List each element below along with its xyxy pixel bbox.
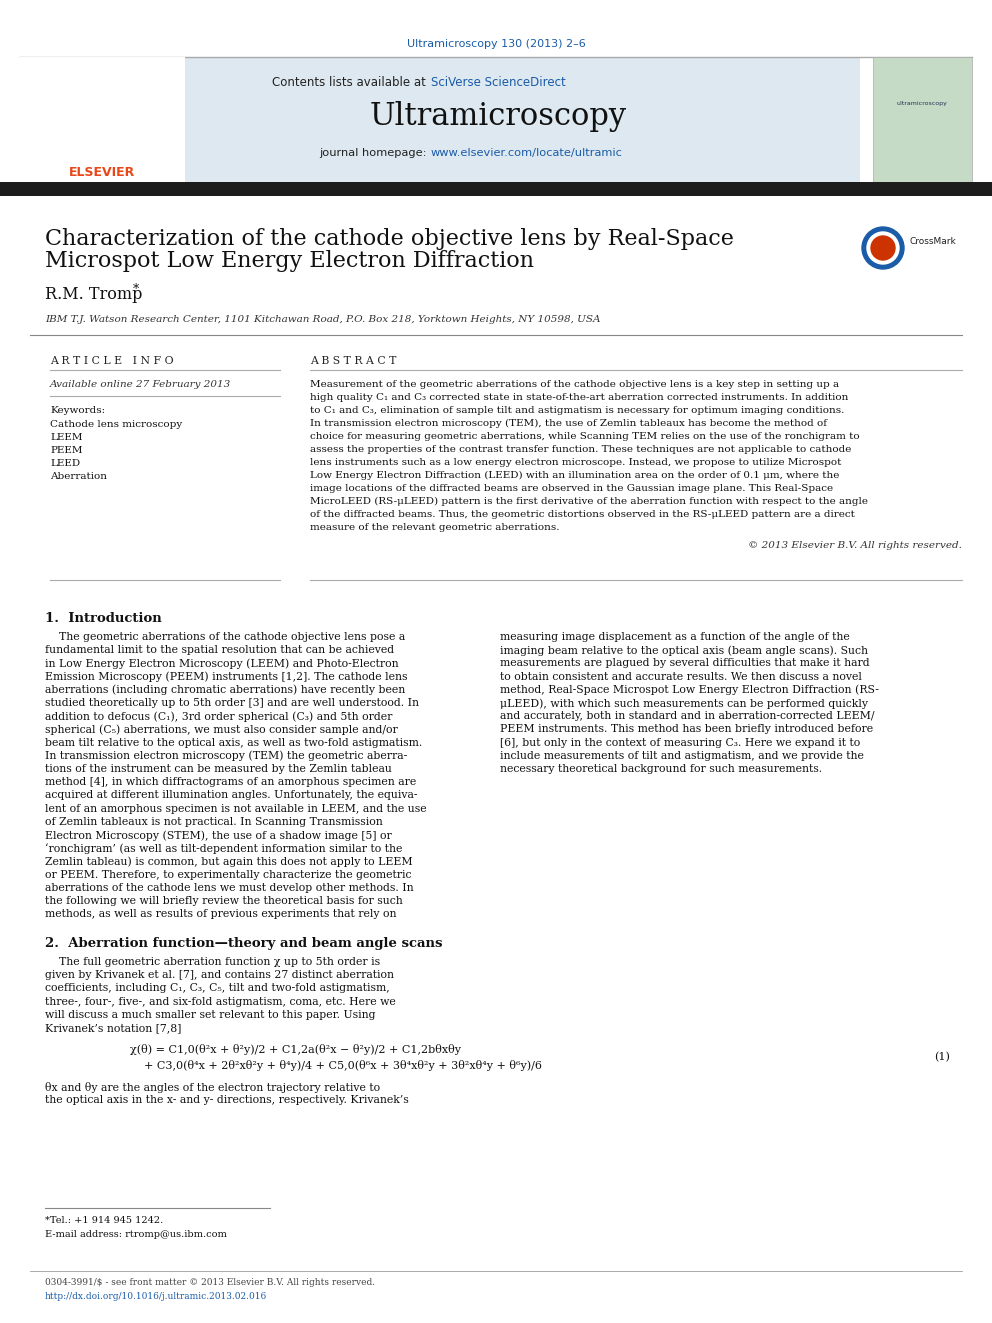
Text: high quality C₁ and C₃ corrected state in state-of-the-art aberration corrected : high quality C₁ and C₃ corrected state i… (310, 393, 848, 402)
Text: 2.  Aberration function—theory and beam angle scans: 2. Aberration function—theory and beam a… (45, 937, 442, 950)
Text: tions of the instrument can be measured by the Zemlin tableau: tions of the instrument can be measured … (45, 763, 392, 774)
Text: the optical axis in the x- and y- directions, respectively. Krivanek’s: the optical axis in the x- and y- direct… (45, 1095, 409, 1106)
Text: methods, as well as results of previous experiments that rely on: methods, as well as results of previous … (45, 909, 397, 919)
Text: LEED: LEED (50, 459, 80, 468)
Text: © 2013 Elsevier B.V. All rights reserved.: © 2013 Elsevier B.V. All rights reserved… (748, 541, 962, 550)
Text: Electron Microscopy (STEM), the use of a shadow image [5] or: Electron Microscopy (STEM), the use of a… (45, 830, 392, 840)
Text: 0304-3991/$ - see front matter © 2013 Elsevier B.V. All rights reserved.: 0304-3991/$ - see front matter © 2013 El… (45, 1278, 375, 1287)
Text: journal homepage:: journal homepage: (318, 148, 430, 157)
Text: Keywords:: Keywords: (50, 406, 105, 415)
Text: fundamental limit to the spatial resolution that can be achieved: fundamental limit to the spatial resolut… (45, 646, 394, 655)
Text: given by Krivanek et al. [7], and contains 27 distinct aberration: given by Krivanek et al. [7], and contai… (45, 970, 394, 980)
Circle shape (867, 232, 899, 265)
Text: of Zemlin tableaux is not practical. In Scanning Transmission: of Zemlin tableaux is not practical. In … (45, 816, 383, 827)
Text: assess the properties of the contrast transfer function. These techniques are no: assess the properties of the contrast tr… (310, 445, 851, 454)
Bar (20, 57, 185, 183)
Text: *: * (133, 283, 139, 296)
Text: studied theoretically up to 5th order [3] and are well understood. In: studied theoretically up to 5th order [3… (45, 699, 419, 708)
Text: E-mail address: rtromp@us.ibm.com: E-mail address: rtromp@us.ibm.com (45, 1230, 227, 1240)
Text: imaging beam relative to the optical axis (beam angle scans). Such: imaging beam relative to the optical axi… (500, 646, 868, 656)
Text: In transmission electron microscopy (TEM), the use of Zemlin tableaux has become: In transmission electron microscopy (TEM… (310, 419, 827, 429)
Text: necessary theoretical background for such measurements.: necessary theoretical background for suc… (500, 763, 822, 774)
Text: lent of an amorphous specimen is not available in LEEM, and the use: lent of an amorphous specimen is not ava… (45, 803, 427, 814)
Text: www.elsevier.com/locate/ultramic: www.elsevier.com/locate/ultramic (431, 148, 623, 157)
Text: MicroLEED (RS-μLEED) pattern is the first derivative of the aberration function : MicroLEED (RS-μLEED) pattern is the firs… (310, 497, 868, 507)
Text: The geometric aberrations of the cathode objective lens pose a: The geometric aberrations of the cathode… (45, 632, 406, 642)
Text: θx and θy are the angles of the electron trajectory relative to: θx and θy are the angles of the electron… (45, 1082, 380, 1093)
Text: A R T I C L E   I N F O: A R T I C L E I N F O (50, 356, 174, 366)
Text: three-, four-, five-, and six-fold astigmatism, coma, etc. Here we: three-, four-, five-, and six-fold astig… (45, 996, 396, 1007)
Text: Characterization of the cathode objective lens by Real-Space: Characterization of the cathode objectiv… (45, 228, 734, 250)
Text: *Tel.: +1 914 945 1242.: *Tel.: +1 914 945 1242. (45, 1216, 164, 1225)
Text: Ultramicroscopy 130 (2013) 2–6: Ultramicroscopy 130 (2013) 2–6 (407, 38, 585, 49)
Text: coefficients, including C₁, C₃, C₅, tilt and two-fold astigmatism,: coefficients, including C₁, C₃, C₅, tilt… (45, 983, 390, 994)
Text: SciVerse ScienceDirect: SciVerse ScienceDirect (431, 77, 565, 90)
Text: ultramicroscopy: ultramicroscopy (897, 101, 947, 106)
Text: Krivanek’s notation [7,8]: Krivanek’s notation [7,8] (45, 1023, 182, 1033)
Text: to C₁ and C₃, elimination of sample tilt and astigmatism is necessary for optimu: to C₁ and C₃, elimination of sample tilt… (310, 406, 844, 415)
Text: Available online 27 February 2013: Available online 27 February 2013 (50, 380, 231, 389)
Text: aberrations of the cathode lens we must develop other methods. In: aberrations of the cathode lens we must … (45, 882, 414, 893)
Text: ELSEVIER: ELSEVIER (68, 165, 135, 179)
Text: Aberration: Aberration (50, 472, 107, 482)
Text: IBM T.J. Watson Research Center, 1101 Kitchawan Road, P.O. Box 218, Yorktown Hei: IBM T.J. Watson Research Center, 1101 Ki… (45, 315, 600, 324)
Text: will discuss a much smaller set relevant to this paper. Using: will discuss a much smaller set relevant… (45, 1009, 376, 1020)
Text: measurements are plagued by several difficulties that make it hard: measurements are plagued by several diff… (500, 659, 870, 668)
Bar (873, 57, 972, 183)
Text: in Low Energy Electron Microscopy (LEEM) and Photo-Electron: in Low Energy Electron Microscopy (LEEM)… (45, 659, 399, 669)
Text: 1.  Introduction: 1. Introduction (45, 613, 162, 624)
Text: image locations of the diffracted beams are observed in the Gaussian image plane: image locations of the diffracted beams … (310, 484, 833, 493)
Text: measuring image displacement as a function of the angle of the: measuring image displacement as a functi… (500, 632, 850, 642)
Circle shape (862, 228, 904, 269)
Text: or PEEM. Therefore, to experimentally characterize the geometric: or PEEM. Therefore, to experimentally ch… (45, 869, 412, 880)
Text: + C3,0(θ⁴x + 2θ²xθ²y + θ⁴y)/4 + C5,0(θ⁶x + 3θ⁴xθ²y + 3θ²xθ⁴y + θ⁶y)/6: + C3,0(θ⁴x + 2θ²xθ²y + θ⁴y)/4 + C5,0(θ⁶x… (130, 1060, 542, 1072)
Text: A B S T R A C T: A B S T R A C T (310, 356, 397, 366)
Text: Ultramicroscopy: Ultramicroscopy (369, 102, 627, 132)
Text: addition to defocus (C₁), 3rd order spherical (C₃) and 5th order: addition to defocus (C₁), 3rd order sphe… (45, 712, 393, 722)
Text: acquired at different illumination angles. Unfortunately, the equiva-: acquired at different illumination angle… (45, 790, 418, 800)
Circle shape (871, 235, 895, 261)
Text: the following we will briefly review the theoretical basis for such: the following we will briefly review the… (45, 896, 403, 906)
Text: PEEM instruments. This method has been briefly introduced before: PEEM instruments. This method has been b… (500, 725, 873, 734)
Text: spherical (C₅) aberrations, we must also consider sample and/or: spherical (C₅) aberrations, we must also… (45, 725, 398, 736)
Text: Zemlin tableau) is common, but again this does not apply to LEEM: Zemlin tableau) is common, but again thi… (45, 856, 413, 867)
Text: and accurately, both in standard and in aberration-corrected LEEM/: and accurately, both in standard and in … (500, 712, 875, 721)
Text: beam tilt relative to the optical axis, as well as two-fold astigmatism.: beam tilt relative to the optical axis, … (45, 738, 423, 747)
Text: Emission Microscopy (PEEM) instruments [1,2]. The cathode lens: Emission Microscopy (PEEM) instruments [… (45, 672, 408, 683)
Text: to obtain consistent and accurate results. We then discuss a novel: to obtain consistent and accurate result… (500, 672, 862, 681)
Text: Cathode lens microscopy: Cathode lens microscopy (50, 419, 183, 429)
Text: lens instruments such as a low energy electron microscope. Instead, we propose t: lens instruments such as a low energy el… (310, 458, 841, 467)
Text: method, Real-Space Microspot Low Energy Electron Diffraction (RS-: method, Real-Space Microspot Low Energy … (500, 685, 879, 696)
Text: R.M. Tromp: R.M. Tromp (45, 286, 143, 303)
Text: The full geometric aberration function χ up to 5th order is: The full geometric aberration function χ… (45, 957, 380, 967)
Text: Microspot Low Energy Electron Diffraction: Microspot Low Energy Electron Diffractio… (45, 250, 534, 273)
Text: In transmission electron microscopy (TEM) the geometric aberra-: In transmission electron microscopy (TEM… (45, 750, 408, 761)
Text: LEEM: LEEM (50, 433, 82, 442)
Text: Contents lists available at: Contents lists available at (273, 77, 430, 90)
Text: measure of the relevant geometric aberrations.: measure of the relevant geometric aberra… (310, 523, 559, 532)
Text: aberrations (including chromatic aberrations) have recently been: aberrations (including chromatic aberrat… (45, 685, 406, 696)
Text: PEEM: PEEM (50, 446, 82, 455)
Text: Low Energy Electron Diffraction (LEED) with an illumination area on the order of: Low Energy Electron Diffraction (LEED) w… (310, 471, 839, 480)
Bar (0, 183, 992, 196)
Text: (1): (1) (934, 1052, 950, 1062)
Text: include measurements of tilt and astigmatism, and we provide the: include measurements of tilt and astigma… (500, 750, 864, 761)
Text: method [4], in which diffractograms of an amorphous specimen are: method [4], in which diffractograms of a… (45, 777, 417, 787)
Text: χ(θ) = C1,0(θ²x + θ²y)/2 + C1,2a(θ²x − θ²y)/2 + C1,2bθxθy: χ(θ) = C1,0(θ²x + θ²y)/2 + C1,2a(θ²x − θ… (130, 1044, 461, 1056)
Text: [6], but only in the context of measuring C₃. Here we expand it to: [6], but only in the context of measurin… (500, 738, 860, 747)
Text: http://dx.doi.org/10.1016/j.ultramic.2013.02.016: http://dx.doi.org/10.1016/j.ultramic.201… (45, 1293, 267, 1301)
Text: Measurement of the geometric aberrations of the cathode objective lens is a key : Measurement of the geometric aberrations… (310, 380, 839, 389)
Text: ‘ronchigram’ (as well as tilt-dependent information similar to the: ‘ronchigram’ (as well as tilt-dependent … (45, 843, 403, 853)
Text: of the diffracted beams. Thus, the geometric distortions observed in the RS-μLEE: of the diffracted beams. Thus, the geome… (310, 509, 855, 519)
Bar (185, 57, 860, 183)
Text: CrossMark: CrossMark (909, 238, 955, 246)
Text: μLEED), with which such measurements can be performed quickly: μLEED), with which such measurements can… (500, 699, 868, 709)
Text: choice for measuring geometric aberrations, while Scanning TEM relies on the use: choice for measuring geometric aberratio… (310, 433, 860, 441)
